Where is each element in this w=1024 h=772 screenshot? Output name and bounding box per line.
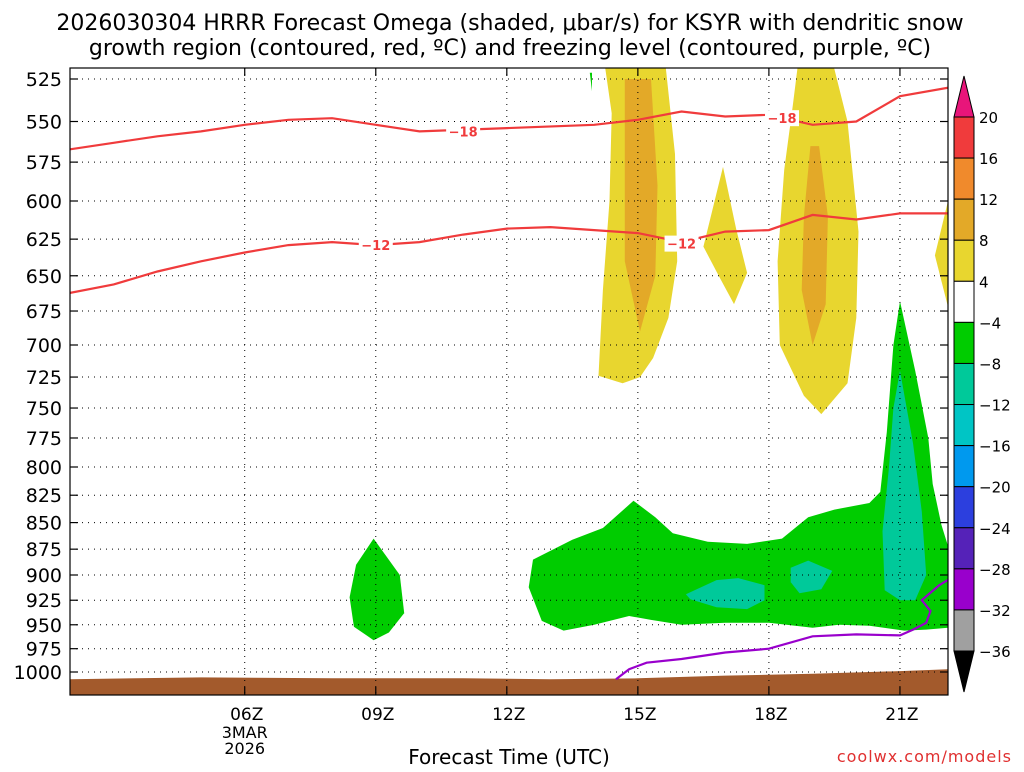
omega-region-11 <box>790 560 833 594</box>
colorbar-swatch-4 <box>953 280 975 323</box>
y-tick-label-975: 975 <box>26 639 62 661</box>
colorbar-swatch-9 <box>953 486 975 529</box>
colorbar-swatch-10 <box>953 527 975 570</box>
omega-shading-layer <box>349 68 948 641</box>
x-tick-label-15Z: 15Z <box>623 705 656 725</box>
y-tick-label-650: 650 <box>26 266 62 288</box>
colorbar-label-11: −28 <box>979 561 1011 579</box>
terrain-fill <box>70 669 948 695</box>
chart-title-line1: 2026030304 HRRR Forecast Omega (shaded, … <box>56 11 963 36</box>
colorbar-swatch-3 <box>953 239 975 282</box>
colorbar-swatch-12 <box>953 609 975 652</box>
y-tick-label-775: 775 <box>26 428 62 450</box>
chart-title-line2: growth region (contoured, red, ºC) and f… <box>89 36 931 61</box>
y-tick-label-575: 575 <box>26 152 62 174</box>
colorbar-swatch-7 <box>953 404 975 447</box>
x-tick-label-06Z: 06Z <box>230 705 263 725</box>
y-tick-label-800: 800 <box>26 457 62 479</box>
omega-region-1 <box>624 79 658 332</box>
y-tick-label-950: 950 <box>26 615 62 637</box>
colorbar-label-1: 16 <box>979 150 998 168</box>
freezing-level-contour <box>615 578 948 681</box>
colorbar-swatch-1 <box>953 157 975 200</box>
contour-label-1-0: −12 <box>361 239 390 254</box>
omega-region-4 <box>703 166 748 305</box>
contour-label-1-1: −12 <box>667 238 696 253</box>
omega-region-7 <box>349 538 405 641</box>
x-axis-title: Forecast Time (UTC) <box>408 745 610 768</box>
colorbar-swatch-6 <box>953 362 975 406</box>
contour-label-bg <box>664 235 699 252</box>
colorbar-swatch-11 <box>953 568 975 611</box>
x-date-label-0: 3MAR <box>222 723 268 742</box>
gridlines <box>70 68 948 695</box>
colorbar-label-7: −12 <box>979 397 1011 415</box>
colorbar-top-arrow <box>953 75 975 118</box>
y-tick-label-725: 725 <box>26 367 62 389</box>
colorbar-swatch-0 <box>953 116 975 159</box>
y-tick-label-1000: 1000 <box>14 662 62 684</box>
y-tick-label-525: 525 <box>26 69 62 91</box>
colorbar-label-0: 20 <box>979 109 998 127</box>
omega-region-9 <box>882 370 927 601</box>
watermark-text: coolwx.com/models <box>837 747 1012 766</box>
contour-label-bg <box>358 237 393 254</box>
x-tick-label-09Z: 09Z <box>361 705 394 725</box>
contour-layer: −18 −18 −12 −12 <box>70 86 948 681</box>
colorbar-label-13: −36 <box>979 643 1011 661</box>
colorbar-label-9: −20 <box>979 479 1011 497</box>
colorbar-label-8: −16 <box>979 438 1011 456</box>
dendritic-contour-0 <box>70 86 948 151</box>
y-tick-label-925: 925 <box>26 590 62 612</box>
omega-region-8 <box>528 301 948 631</box>
dendritic-contour-1 <box>70 212 948 294</box>
x-tick-label-12Z: 12Z <box>492 705 525 725</box>
y-tick-label-900: 900 <box>26 565 62 587</box>
x-tick-label-21Z: 21Z <box>885 705 918 725</box>
y-tick-label-875: 875 <box>26 539 62 561</box>
colorbar-bottom-arrow <box>953 650 975 693</box>
y-tick-label-675: 675 <box>26 301 62 323</box>
y-tick-label-825: 825 <box>26 485 62 507</box>
colorbar-label-2: 12 <box>979 191 998 209</box>
colorbar: 20 16 12 8 4 −4 −8 −12 −16 −20 −24 −28 −32 −36 <box>953 75 1011 693</box>
x-date-label-1: 2026 <box>224 739 265 758</box>
omega-region-3 <box>801 146 828 345</box>
y-tick-label-600: 600 <box>26 191 62 213</box>
colorbar-label-6: −8 <box>979 355 1001 373</box>
contour-label-0-1: −18 <box>768 112 797 127</box>
terrain-layer <box>70 669 948 695</box>
colorbar-swatch-8 <box>953 445 975 488</box>
y-tick-label-625: 625 <box>26 229 62 251</box>
x-tick-label-18Z: 18Z <box>754 705 787 725</box>
omega-region-5 <box>934 201 948 307</box>
plot-frame <box>69 67 949 696</box>
contour-label-0-0: −18 <box>449 125 478 140</box>
y-tick-label-850: 850 <box>26 513 62 535</box>
plot-border <box>69 67 949 696</box>
colorbar-label-5: −4 <box>979 314 1001 332</box>
colorbar-label-3: 8 <box>979 232 989 250</box>
colorbar-swatch-5 <box>953 321 975 364</box>
y-tick-label-750: 750 <box>26 398 62 420</box>
omega-region-6 <box>589 72 592 92</box>
colorbar-label-10: −24 <box>979 520 1011 538</box>
colorbar-swatch-2 <box>953 198 975 241</box>
colorbar-label-4: 4 <box>979 273 989 291</box>
colorbar-label-12: −32 <box>979 602 1011 620</box>
contour-label-bg <box>765 110 800 127</box>
y-tick-label-550: 550 <box>26 112 62 134</box>
y-tick-label-700: 700 <box>26 335 62 357</box>
contour-label-bg <box>446 123 481 140</box>
y-axis: 525 550 575 600 625 650 675 700 725 750 775 800 825 8… <box>14 69 948 684</box>
omega-region-10 <box>685 578 765 610</box>
